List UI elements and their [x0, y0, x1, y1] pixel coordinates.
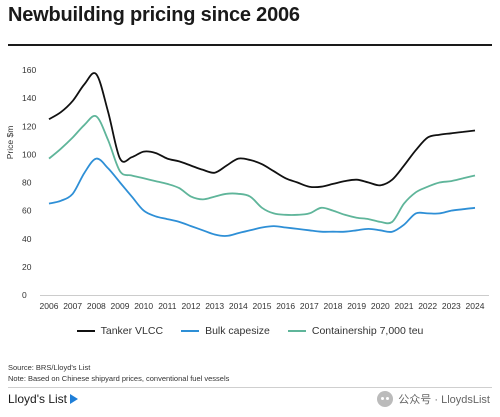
- wechat-watermark: 公众号 · LloydsList: [377, 391, 490, 407]
- series-line-container: [48, 114, 476, 225]
- x-tick-label: 2018: [324, 301, 343, 311]
- title-divider: [8, 44, 492, 46]
- y-tick-label: 160: [22, 65, 36, 75]
- series-lines: [48, 72, 476, 237]
- x-tick-label: 2014: [229, 301, 248, 311]
- legend: Tanker VLCC Bulk capesize Containership …: [0, 325, 500, 337]
- y-tick-label: 40: [22, 234, 32, 244]
- legend-item-vlcc: Tanker VLCC: [76, 325, 164, 337]
- x-tick-label: 2020: [371, 301, 390, 311]
- x-tick-label: 2013: [205, 301, 224, 311]
- y-tick-label: 80: [22, 178, 32, 188]
- x-tick-label: 2017: [300, 301, 319, 311]
- x-tick-label: 2006: [40, 301, 59, 311]
- x-tick-label: 2012: [182, 301, 201, 311]
- lloyds-list-logo-mark-icon: [70, 394, 78, 404]
- wechat-icon: [377, 391, 394, 407]
- x-axis: 2006 2007 2008 2009 2010 2011 2012 2013 2014 2015…: [40, 301, 485, 311]
- series-line-vlcc: [48, 72, 476, 189]
- x-tick-label: 2022: [418, 301, 437, 311]
- methodology-note: Note: Based on Chinese shipyard prices, …: [8, 374, 230, 383]
- x-tick-label: 2016: [276, 301, 295, 311]
- x-tick-label: 2015: [253, 301, 272, 311]
- brand-name: Lloyd's List: [8, 392, 67, 406]
- y-axis-label: Price $m: [5, 126, 15, 160]
- y-tick-label: 60: [22, 206, 32, 216]
- y-tick-label: 20: [22, 262, 32, 272]
- y-tick-label: 0: [22, 290, 27, 300]
- x-tick-label: 2008: [87, 301, 106, 311]
- x-tick-label: 2021: [395, 301, 414, 311]
- legend-label-capesize: Bulk capesize: [205, 325, 270, 337]
- legend-swatch-capesize: [181, 330, 200, 332]
- x-tick-label: 2009: [111, 301, 130, 311]
- y-axis: 0 20 40 60 80 100 120 140 160: [22, 65, 36, 300]
- footer-divider: [8, 387, 492, 388]
- legend-label-container: Containership 7,000 teu: [311, 325, 424, 337]
- x-tick-label: 2023: [442, 301, 461, 311]
- y-tick-label: 100: [22, 149, 36, 159]
- legend-item-container: Containership 7,000 teu: [287, 325, 424, 337]
- y-tick-label: 140: [22, 93, 36, 103]
- series-line-capesize: [48, 157, 476, 237]
- x-tick-label: 2010: [134, 301, 153, 311]
- source-note: Source: BRS/Lloyd's List: [8, 363, 91, 372]
- x-tick-label: 2024: [466, 301, 485, 311]
- x-tick-label: 2011: [158, 301, 177, 311]
- x-tick-label: 2019: [347, 301, 366, 311]
- legend-swatch-container: [287, 330, 306, 332]
- x-tick-label: 2007: [63, 301, 82, 311]
- chart-title: Newbuilding pricing since 2006: [8, 4, 300, 26]
- legend-item-capesize: Bulk capesize: [181, 325, 270, 337]
- brand-logo: Lloyd's List: [8, 392, 78, 406]
- y-tick-label: 120: [22, 121, 36, 131]
- wechat-account: 公众号 · LloydsList: [398, 394, 490, 406]
- legend-swatch-vlcc: [76, 330, 95, 332]
- legend-label-vlcc: Tanker VLCC: [100, 325, 164, 337]
